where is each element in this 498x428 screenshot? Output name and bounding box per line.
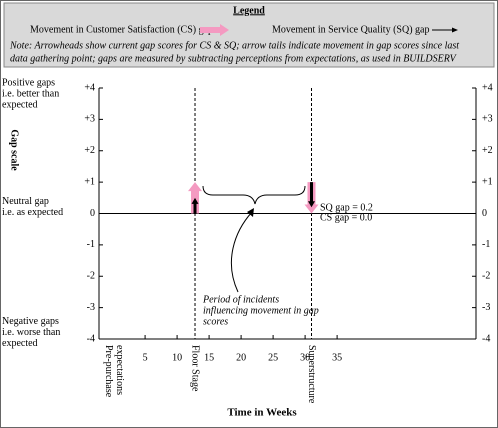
- brace: [202, 185, 306, 205]
- y-tick-label: -2: [482, 271, 490, 282]
- legend-note: Note: Arrowheads show current gap scores…: [9, 40, 459, 51]
- legend-box: [3, 2, 495, 68]
- y-tick-label: -1: [482, 239, 490, 250]
- x-tick-label: 25: [268, 352, 278, 363]
- y-tick-label: +1: [482, 176, 493, 187]
- legend-title: Legend: [233, 5, 265, 16]
- region-label: expected: [2, 100, 38, 111]
- y-tick-label: +4: [482, 82, 493, 93]
- y-tick-label: +2: [482, 145, 493, 156]
- pointer-head: [247, 208, 254, 217]
- y-axis-label: Gap scale: [9, 129, 20, 171]
- x-tick-label: 35: [332, 352, 342, 363]
- stage-label: Superstructure: [306, 345, 317, 404]
- legend-label: Movement in Service Quality (SQ) gap: [272, 24, 429, 35]
- region-label: Positive gaps: [2, 78, 55, 89]
- x-axis-label: Time in Weeks: [227, 407, 297, 419]
- x-tick-label: 30: [300, 352, 310, 363]
- region-label: i.e. better than: [2, 89, 59, 100]
- y-tick-label: 0: [482, 208, 487, 219]
- legend-swatch: [200, 24, 229, 36]
- annotation: influencing movement in gap: [203, 305, 319, 316]
- annotation: Period of incidents: [202, 294, 279, 305]
- y-tick-label: -3: [87, 302, 95, 313]
- y-tick-label: +2: [84, 145, 95, 156]
- stage-label: Pre-purchase: [103, 345, 114, 398]
- region-label: i.e. worse than: [2, 327, 60, 338]
- y-tick-label: 0: [90, 208, 95, 219]
- annotation: CS gap = 0.0: [320, 212, 372, 223]
- stage-label: expectations: [114, 345, 125, 395]
- region-label: i.e. as expected: [2, 207, 63, 218]
- pointer-arrow: [230, 211, 253, 293]
- y-tick-label: -4: [87, 333, 95, 344]
- annotation: SQ gap = 0.2: [320, 202, 373, 213]
- region-label: expected: [2, 338, 38, 349]
- x-tick-label: 10: [172, 352, 182, 363]
- y-tick-label: -1: [87, 239, 95, 250]
- legend-note: data gathering point; gaps are measured …: [10, 53, 458, 64]
- region-label: Neutral gap: [2, 196, 49, 207]
- x-tick-label: 5: [143, 352, 148, 363]
- y-tick-label: +3: [482, 114, 493, 125]
- region-label: Negative gaps: [2, 316, 59, 327]
- y-tick-label: -2: [87, 271, 95, 282]
- y-tick-label: -4: [482, 333, 490, 344]
- y-tick-label: +3: [84, 114, 95, 125]
- y-tick-label: +4: [84, 82, 95, 93]
- x-tick-label: 15: [204, 352, 214, 363]
- y-tick-label: +1: [84, 176, 95, 187]
- arrow: [308, 182, 316, 208]
- arrow: [191, 197, 199, 214]
- legend-swatch: [432, 27, 458, 33]
- legend-label: Movement in Customer Satisfaction (CS) g…: [30, 24, 213, 35]
- stage-label: Floor Stage: [190, 345, 201, 392]
- x-tick-label: 20: [236, 352, 246, 363]
- y-tick-label: -3: [482, 302, 490, 313]
- annotation: scores: [203, 316, 228, 327]
